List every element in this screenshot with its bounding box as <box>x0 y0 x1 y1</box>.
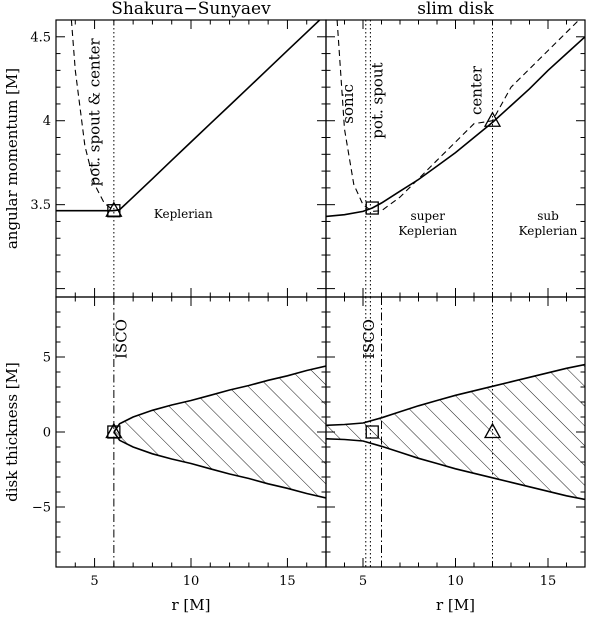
annotation-label: pot. spout & center <box>85 37 103 186</box>
annotation-label: ISCO <box>112 319 130 359</box>
x-tick-label: 5 <box>359 574 367 589</box>
curve-dashed <box>70 20 115 212</box>
x-tick-label: 10 <box>447 574 464 589</box>
disk-upper-surface <box>113 365 326 433</box>
annotation-label: sub <box>537 209 559 223</box>
panel-title: Shakura−Sunyaev <box>111 0 271 19</box>
y-axis-label: angular momentum [M] <box>3 68 21 249</box>
annotation-label: sonic <box>339 84 357 124</box>
y-tick-label: 3.5 <box>30 198 51 213</box>
triangle-marker <box>483 422 502 439</box>
disk-hatched-region <box>326 364 585 500</box>
disk-lower-surface <box>113 431 326 499</box>
x-tick-label: 5 <box>90 574 98 589</box>
panel-frame <box>325 19 586 298</box>
square-marker <box>365 425 379 439</box>
x-axis-label: r [M] <box>171 596 210 614</box>
x-tick-label: 10 <box>183 574 200 589</box>
disk-lower-surface <box>326 438 585 501</box>
x-axis-label: r [M] <box>436 596 475 614</box>
annotation-label: center <box>467 65 485 115</box>
disk-upper-surface <box>326 363 585 427</box>
annotation-label: ISCO <box>360 319 378 359</box>
panel-title: slim disk <box>417 0 494 19</box>
annotation-label: Keplerian <box>154 207 213 221</box>
curve-solid <box>326 36 585 218</box>
square-marker <box>107 204 121 218</box>
y-tick-label: 0 <box>43 426 51 441</box>
triangle-marker <box>483 111 502 127</box>
annotation-label: pot. spout <box>368 62 386 138</box>
curve-solid <box>56 20 321 212</box>
annotation-label: Keplerian <box>519 224 578 238</box>
annotation-label: Keplerian <box>398 224 457 238</box>
y-tick-label: −5 <box>32 501 51 516</box>
square-marker <box>365 201 379 215</box>
x-tick-label: 15 <box>540 574 557 589</box>
y-tick-label: 5 <box>43 351 51 366</box>
y-tick-label: 4 <box>43 114 51 129</box>
annotation-label: super <box>411 209 446 223</box>
y-tick-label: 4.5 <box>30 30 51 45</box>
x-tick-label: 15 <box>279 574 296 589</box>
y-axis-label: disk thickness [M] <box>3 362 21 502</box>
disk-hatched-region <box>113 366 326 498</box>
square-marker <box>107 425 121 439</box>
curve-dashed <box>336 20 580 212</box>
